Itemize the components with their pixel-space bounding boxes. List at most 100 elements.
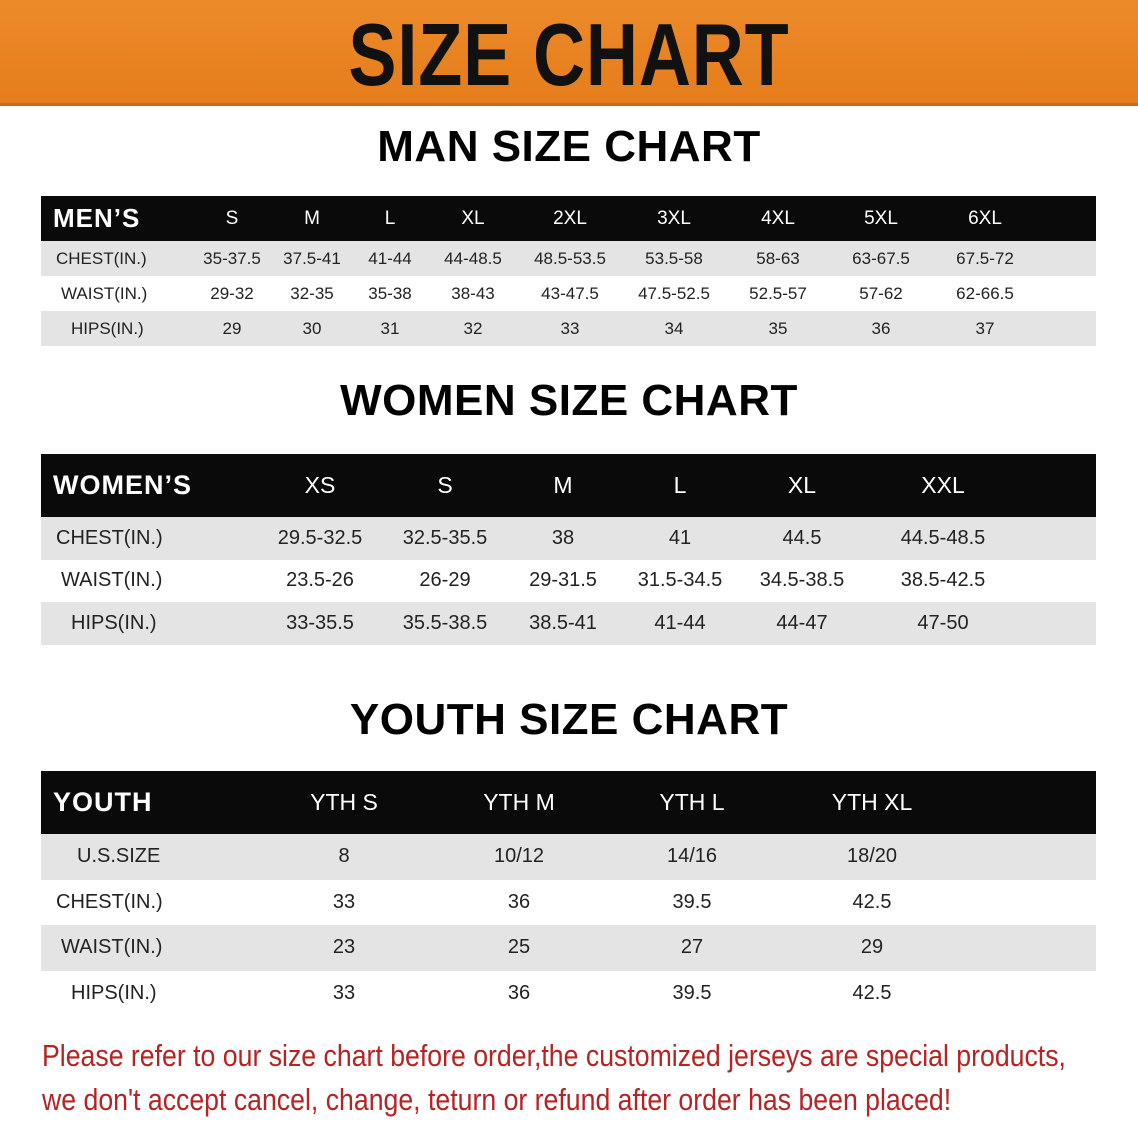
size-header-cell: S: [437, 472, 453, 498]
row-label: CHEST(IN.): [56, 248, 147, 268]
value-cell: 35: [768, 318, 788, 338]
value-cell: 36: [507, 890, 531, 913]
value-cell: 53.5-58: [645, 248, 703, 268]
value-cell: 67.5-72: [956, 248, 1014, 268]
size-header-cell: M: [553, 472, 573, 498]
table-row: HIPS(IN.) 33-35.5 35.5-38.5 38.5-41 41-44 44-…: [41, 602, 1096, 645]
size-header-cell: XL: [461, 207, 485, 229]
youth-section-title: YOUTH SIZE CHART: [349, 695, 789, 744]
value-cell: 47.5-52.5: [638, 283, 710, 303]
table-row: CHEST(IN.) 35-37.5 37.5-41 41-44 44-48.5 48.5…: [41, 241, 1096, 276]
size-header-cell: S: [225, 207, 239, 229]
value-cell: 47-50: [917, 611, 969, 634]
value-cell: 36: [871, 318, 891, 338]
size-header-cell: 6XL: [968, 207, 1002, 229]
value-cell: 35-38: [368, 283, 412, 303]
men-table-header: MEN’S S M L XL 2XL 3XL 4XL 5XL 6XL: [41, 196, 1096, 241]
size-chart-banner: SIZE CHART: [0, 0, 1138, 106]
value-cell: 41-44: [654, 611, 706, 634]
table-row: CHEST(IN.) 29.5-32.5 32.5-35.5 38 41 44.5 44.5…: [41, 517, 1096, 560]
table-row: WAIST(IN.) 23.5-26 26-29 29-31.5 31.5-34.5 34…: [41, 559, 1096, 602]
value-cell: 39.5: [672, 890, 712, 913]
size-header-cell: 3XL: [657, 207, 691, 229]
row-label: HIPS(IN.): [71, 318, 144, 338]
value-cell: 29-32: [210, 283, 254, 303]
value-cell: 32.5-35.5: [402, 526, 488, 549]
table-row: HIPS(IN.) 29 30 31 32 33 34 35 36 37: [41, 311, 1096, 346]
value-cell: 41: [668, 526, 692, 549]
value-cell: 27: [680, 936, 704, 959]
size-header-cell: YTH XL: [831, 789, 913, 815]
value-cell: 8: [338, 845, 350, 868]
size-header-cell: YTH S: [310, 789, 378, 815]
value-cell: 25: [507, 936, 531, 959]
value-cell: 31: [380, 318, 400, 338]
value-cell: 44-48.5: [444, 248, 502, 268]
value-cell: 38.5-42.5: [900, 569, 986, 592]
table-row: CHEST(IN.) 33 36 39.5 42.5: [41, 879, 1096, 925]
row-label: CHEST(IN.): [56, 526, 163, 549]
size-header-cell: YTH L: [659, 789, 725, 815]
notice-line-2: we don't accept cancel, change, teturn o…: [42, 1082, 952, 1117]
value-cell: 26-29: [419, 569, 471, 592]
size-header-cell: L: [384, 207, 396, 229]
size-header-cell: 2XL: [553, 207, 587, 229]
table-row: HIPS(IN.) 33 36 39.5 42.5: [41, 970, 1096, 1016]
value-cell: 58-63: [756, 248, 800, 268]
value-cell: 52.5-57: [749, 283, 807, 303]
row-label: WAIST(IN.): [61, 569, 163, 592]
table-row: WAIST(IN.) 29-32 32-35 35-38 38-43 43-47.5 47.…: [41, 276, 1096, 311]
value-cell: 39.5: [672, 981, 712, 1004]
women-section-title: WOMEN SIZE CHART: [340, 376, 798, 425]
row-label: HIPS(IN.): [71, 981, 157, 1004]
header-label: WOMEN’S: [53, 470, 192, 500]
size-header-cell: 4XL: [761, 207, 795, 229]
value-cell: 34: [664, 318, 684, 338]
value-cell: 41-44: [368, 248, 412, 268]
value-cell: 32-35: [290, 283, 334, 303]
value-cell: 38.5-41: [529, 611, 597, 634]
value-cell: 31.5-34.5: [637, 569, 723, 592]
value-cell: 32: [463, 318, 483, 338]
value-cell: 37.5-41: [283, 248, 341, 268]
value-cell: 35.5-38.5: [402, 611, 488, 634]
value-cell: 23: [332, 936, 356, 959]
value-cell: 44-47: [776, 611, 828, 634]
value-cell: 63-67.5: [852, 248, 910, 268]
value-cell: 57-62: [859, 283, 903, 303]
value-cell: 18/20: [846, 845, 898, 868]
value-cell: 33: [332, 981, 356, 1004]
value-cell: 14/16: [666, 845, 718, 868]
value-cell: 35-37.5: [203, 248, 261, 268]
women-table-header: WOMEN’S XS S M L XL XXL: [41, 454, 1096, 517]
value-cell: 48.5-53.5: [534, 248, 606, 268]
row-label: U.S.SIZE: [77, 845, 161, 868]
size-header-cell: 5XL: [864, 207, 898, 229]
size-header-cell: XS: [304, 472, 336, 498]
size-header-cell: XL: [787, 472, 817, 498]
value-cell: 29-31.5: [529, 569, 597, 592]
value-cell: 34.5-38.5: [759, 569, 845, 592]
value-cell: 30: [302, 318, 322, 338]
size-header-cell: M: [304, 207, 320, 229]
value-cell: 38: [551, 526, 575, 549]
value-cell: 29: [860, 936, 884, 959]
row-label: HIPS(IN.): [71, 611, 157, 634]
header-label: YOUTH: [53, 787, 153, 817]
youth-table-header: YOUTH YTH S YTH M YTH L YTH XL: [41, 771, 1096, 834]
table-row: U.S.SIZE 8 10/12 14/16 18/20: [41, 834, 1096, 880]
row-label: CHEST(IN.): [56, 890, 163, 913]
value-cell: 42.5: [852, 981, 892, 1004]
value-cell: 44.5: [782, 526, 822, 549]
notice-line-1: Please refer to our size chart before or…: [42, 1038, 1066, 1073]
value-cell: 10/12: [493, 845, 545, 868]
banner-title: SIZE CHART: [348, 5, 790, 104]
value-cell: 38-43: [451, 283, 495, 303]
size-header-cell: L: [673, 472, 687, 498]
value-cell: 29: [222, 318, 242, 338]
value-cell: 33: [560, 318, 580, 338]
table-row: WAIST(IN.) 23 25 27 29: [41, 925, 1096, 971]
header-label: MEN’S: [53, 203, 141, 233]
value-cell: 29.5-32.5: [277, 526, 363, 549]
value-cell: 33-35.5: [286, 611, 354, 634]
